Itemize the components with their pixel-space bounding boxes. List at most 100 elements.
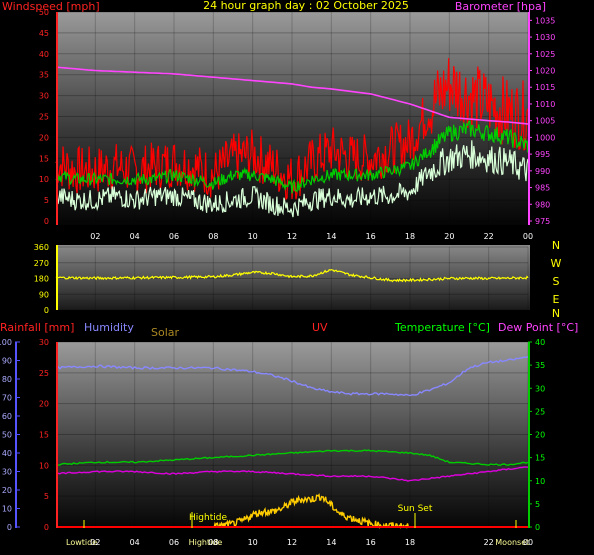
hour-tick-label: 16 [366,232,376,241]
humidity-tick-label: 60 [2,412,12,421]
temperature-tick-label: 35 [535,361,545,370]
hour-tick-label: 02 [90,538,100,547]
barometer-tick-label: 1015 [535,83,555,92]
hour-tick-label: 06 [169,232,179,241]
rainfall-label: Rainfall [mm] [0,321,74,334]
event-tick-label: Hightide [189,538,223,547]
hour-tick-label: 14 [326,232,336,241]
windspeed-axis [56,12,58,225]
temperature-tick-label: 5 [535,500,540,509]
direction-tick-label: 360 [34,243,49,252]
uv-label: UV [312,321,328,334]
hour-tick-label: 02 [90,232,100,241]
rainfall-tick-label: 15 [39,431,49,440]
windspeed-tick-label: 5 [44,196,49,205]
barometer-tick-label: 985 [535,184,550,193]
windspeed-tick-label: 25 [39,113,49,122]
compass-label: W [551,257,562,270]
compass-label: N [552,307,560,320]
temperature-tick-label: 10 [535,477,545,486]
temperature-axis [528,342,530,528]
humidity-tick-label: 100 [0,338,12,347]
rainfall-tick-label: 10 [39,461,49,470]
event-tick-label: Moonset [495,538,529,547]
humidity-tick-label: 70 [2,394,12,403]
windspeed-tick-label: 0 [44,217,49,226]
humidity-tick-label: 0 [7,523,12,532]
barometer-tick-label: 990 [535,167,550,176]
solar-label: Solar [151,326,180,339]
series-line-windspeed-mph- [55,58,529,201]
series-line-wind-direction [55,268,529,283]
series-line-dew-point-c- [55,466,529,482]
hour-tick-label: 04 [130,232,140,241]
barometer-tick-label: 1010 [535,100,555,109]
hour-tick-label: 22 [484,232,494,241]
barometer-tick-label: 975 [535,217,550,226]
humidity-tick-label: 40 [2,449,12,458]
series-line-wind-gust-low [55,140,529,218]
series-line-barometer-hpa- [55,66,529,125]
sunset-annotation: Sun Set [398,504,433,514]
temperature-tick-label: 20 [535,431,545,440]
hour-tick-label: 16 [366,538,376,547]
compass-label: N [552,239,560,252]
humidity-tick-label: 80 [2,375,12,384]
rainfall-axis [56,342,58,528]
hour-tick-label: 12 [287,232,297,241]
hour-tick-label: 06 [169,538,179,547]
humidity-tick-label: 20 [2,486,12,495]
direction-tick-label: 270 [34,259,49,268]
rainfall-tick-label: 0 [44,523,49,532]
hour-tick-label: 14 [326,538,336,547]
windspeed-tick-label: 30 [39,92,49,101]
humidity-label: Humidity [84,321,134,334]
barometer-axis-label: Barometer [hpa] [455,0,546,13]
direction-tick-label: 90 [39,290,49,299]
windspeed-tick-label: 15 [39,154,49,163]
hour-tick-label: 08 [208,538,218,547]
event-tick-label: Lowtide [66,538,97,547]
direction-axis [56,245,58,310]
temperature-tick-label: 15 [535,454,545,463]
hour-tick-label: 10 [248,232,258,241]
barometer-axis [528,12,530,225]
temperature-panel-background [56,342,530,528]
barometer-tick-label: 1025 [535,50,555,59]
temperature-label: Temperature [°C] [394,321,490,334]
barometer-tick-label: 1030 [535,33,555,42]
humidity-tick-label: 50 [2,431,12,440]
hour-tick-label: 20 [444,232,454,241]
hour-tick-label: 18 [405,538,415,547]
temperature-tick-label: 25 [535,407,545,416]
series-line-temperature-c- [55,449,529,466]
barometer-tick-label: 995 [535,150,550,159]
rainfall-tick-label: 25 [39,369,49,378]
hour-tick-label: 22 [484,538,494,547]
humidity-tick-label: 10 [2,505,12,514]
windspeed-tick-label: 50 [39,8,49,17]
hour-tick-label: 00 [523,538,533,547]
graph-title: 24 hour graph day : 02 October 2025 [203,0,409,12]
temperature-tick-label: 30 [535,384,545,393]
hour-tick-label: 18 [405,232,415,241]
rainfall-tick-label: 5 [44,492,49,501]
hour-tick-label: 00 [523,232,533,241]
barometer-tick-label: 1000 [535,133,555,142]
temperature-tick-label: 40 [535,338,545,347]
direction-tick-label: 180 [34,275,49,284]
temperature-tick-label: 0 [535,523,540,532]
direction-tick-label: 0 [44,306,49,315]
hour-tick-label: 08 [208,232,218,241]
rainfall-tick-label: 30 [39,338,49,347]
humidity-tick-label: 30 [2,468,12,477]
hour-tick-label: 12 [287,538,297,547]
series-line-windspeed-average [55,120,529,194]
barometer-tick-label: 1005 [535,117,555,126]
windspeed-tick-label: 45 [39,29,49,38]
series-line-humidity [55,356,529,397]
dewpoint-label: Dew Point [°C] [498,321,578,334]
hour-tick-label: 10 [248,538,258,547]
